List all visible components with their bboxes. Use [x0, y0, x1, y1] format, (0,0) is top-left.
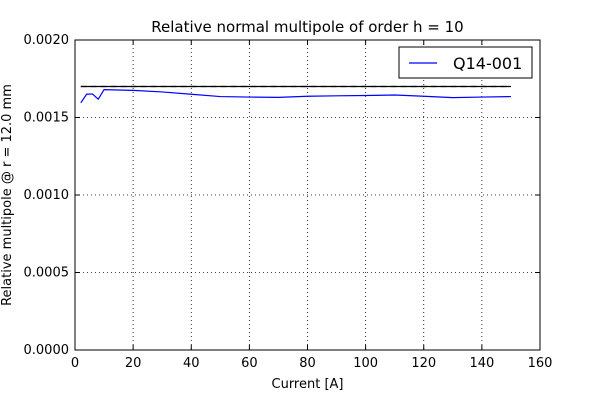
x-tick-label: 140: [469, 356, 494, 371]
y-tick-label: 0.0015: [24, 111, 70, 126]
legend: Q14-001: [398, 46, 533, 79]
y-tick-label: 0.0010: [24, 188, 70, 203]
x-tick-label: 60: [241, 356, 258, 371]
x-tick-label: 160: [528, 356, 553, 371]
x-tick-label: 80: [299, 356, 316, 371]
x-tick-label: 120: [411, 356, 436, 371]
x-axis-label: Current [A]: [272, 377, 344, 392]
series-group: [80, 85, 511, 104]
y-tick-label: 0.0020: [24, 33, 70, 48]
series-line-q14-001: [80, 88, 511, 104]
x-tick-label: 20: [125, 356, 142, 371]
x-tick-label: 0: [71, 356, 79, 371]
x-tick-label: 40: [183, 356, 200, 371]
y-tick-label: 0.0005: [24, 266, 70, 281]
ticks: 0 20 40 60 80 100 120 140 160 0.0000 0.0005 0.0010 0…: [24, 33, 553, 371]
chart-title: Relative normal multipole of order h = 1…: [151, 18, 463, 36]
legend-label-q14-001: Q14-001: [453, 54, 522, 73]
y-axis-label: Relative multipole @ r = 12.0 mm: [0, 84, 15, 306]
y-tick-label: 0.0000: [24, 343, 70, 358]
x-tick-label: 100: [353, 356, 378, 371]
